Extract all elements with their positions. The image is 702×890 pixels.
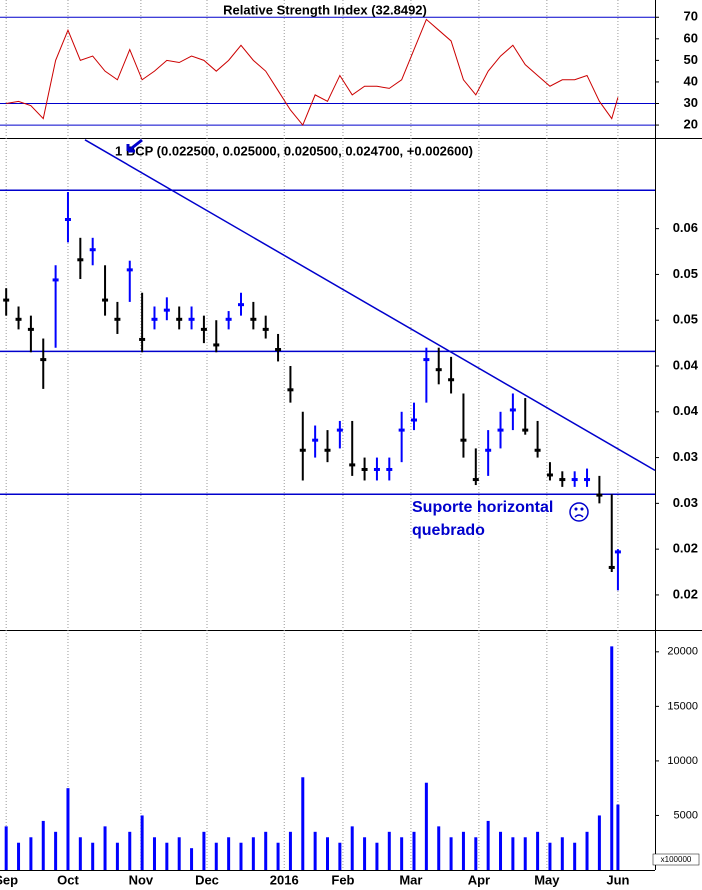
x-tick-label: Apr <box>468 872 490 887</box>
volume-bar <box>214 842 218 870</box>
volume-bar <box>400 837 404 870</box>
x-tick-label: 2016 <box>270 872 299 887</box>
unit-box <box>652 853 700 866</box>
volume-bar <box>616 804 620 870</box>
y-tick-label: 60 <box>684 30 698 45</box>
volume-bar <box>511 837 515 870</box>
volume-bar <box>54 831 58 870</box>
trendline <box>84 139 656 472</box>
volume-bar <box>152 837 156 870</box>
volume-bar <box>190 848 194 870</box>
volume-bar <box>350 826 354 870</box>
annotation: Suporte horizontal <box>412 499 553 516</box>
volume-bar <box>78 837 82 870</box>
volume-bar <box>523 837 527 870</box>
x-tick-label: Dec <box>195 872 219 887</box>
volume-bar <box>610 646 614 870</box>
volume-bar <box>387 831 391 870</box>
volume-bar <box>474 837 478 870</box>
volume-bar <box>326 837 329 870</box>
y-tick-label: 0.04 <box>673 403 699 418</box>
y-tick-label: 50 <box>684 52 698 67</box>
volume-bar <box>140 815 144 870</box>
volume-bar <box>202 831 206 870</box>
sad-face <box>569 502 589 522</box>
volume-bar <box>264 831 268 870</box>
y-tick-label: 70 <box>684 9 698 24</box>
x-tick-label: Mar <box>399 872 422 887</box>
y-tick-label: 0.05 <box>673 266 698 281</box>
volume-bar <box>536 831 540 870</box>
volume-bar <box>276 842 280 870</box>
y-tick-label: 0.03 <box>673 495 698 510</box>
price-title: 1 BCP (0.022500, 0.025000, 0.020500, 0.0… <box>115 143 473 158</box>
y-tick-label: 5000 <box>674 809 698 821</box>
volume-bar <box>449 837 453 870</box>
volume-bar <box>115 842 119 870</box>
volume-bar <box>177 837 181 870</box>
volume-bar <box>301 777 305 870</box>
y-tick-label: 0.05 <box>673 312 698 327</box>
volume-bar <box>4 826 8 870</box>
y-tick-label: 15000 <box>667 700 698 712</box>
x-tick-label: Jun <box>606 872 629 887</box>
y-tick-label: 20 <box>684 117 698 132</box>
y-tick-label: 0.04 <box>673 357 699 372</box>
volume-bar <box>560 837 564 870</box>
volume-bar <box>499 831 503 870</box>
volume-bar <box>486 820 490 870</box>
volume-bar <box>128 831 132 870</box>
volume-bar <box>41 820 45 870</box>
y-tick-label: 0.06 <box>673 220 698 235</box>
x-tick-label: Nov <box>129 872 154 887</box>
y-tick-label: 20000 <box>667 646 698 658</box>
volume-bar <box>548 842 552 870</box>
volume-bar <box>91 842 95 870</box>
volume-bar <box>313 831 317 870</box>
volume-bar <box>461 831 465 870</box>
x-tick-label: Sep <box>0 872 18 887</box>
volume-unit: x100000 <box>661 855 692 864</box>
annotation: quebrado <box>412 522 485 539</box>
volume-bar <box>573 842 577 870</box>
grid <box>5 0 659 870</box>
volume-bar <box>239 842 243 870</box>
y-tick-label: 40 <box>684 73 698 88</box>
x-tick-label: Feb <box>331 872 354 887</box>
x-tick-label: May <box>534 872 560 887</box>
volume-bar <box>251 837 255 870</box>
volume-bar <box>288 831 292 870</box>
volume-bar <box>66 788 70 870</box>
y-tick-label: 30 <box>684 95 698 110</box>
y-tick-label: 0.03 <box>673 449 698 464</box>
volume-bar <box>29 837 33 870</box>
volume-bar <box>597 815 601 870</box>
volume-bar <box>363 837 367 870</box>
rsi-line <box>6 18 619 127</box>
volume-bar <box>227 837 231 870</box>
volume-bar <box>103 826 107 870</box>
volume-bar <box>165 842 169 870</box>
y-tick-label: 0.02 <box>673 586 698 601</box>
volume-bar <box>585 831 589 870</box>
volume-bar <box>375 842 379 870</box>
volume-bar <box>338 842 342 870</box>
marks <box>0 16 656 870</box>
volume-bar <box>437 826 441 870</box>
y-tick-label: 0.02 <box>673 541 698 556</box>
rsi-title: Relative Strength Index (32.8492) <box>223 2 427 17</box>
volume-bar <box>412 831 416 870</box>
arrow-icon <box>126 138 143 153</box>
volume-bar <box>17 842 21 870</box>
x-tick-label: Oct <box>57 872 79 887</box>
volume-bar <box>424 782 428 870</box>
y-tick-label: 10000 <box>667 755 698 767</box>
